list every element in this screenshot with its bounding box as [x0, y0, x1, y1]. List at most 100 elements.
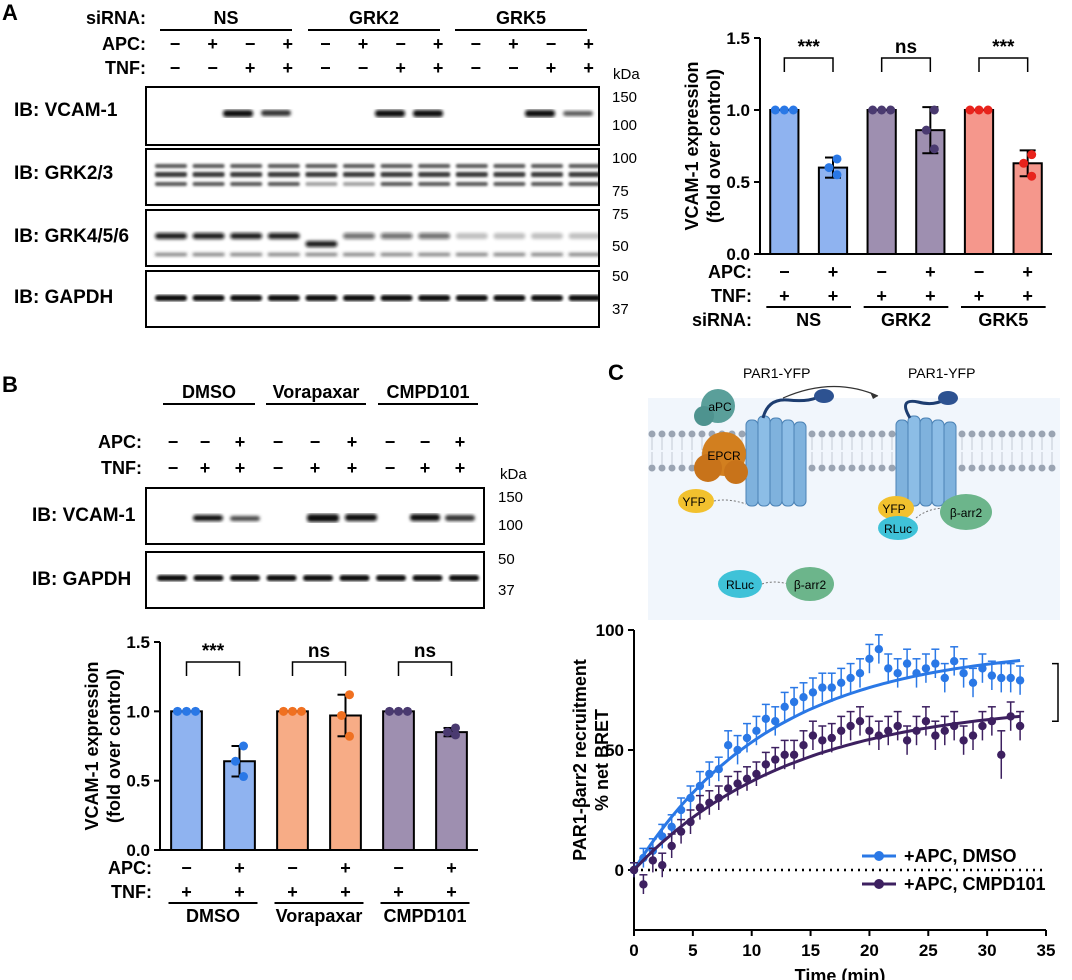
- tnf-sign: +: [974, 286, 985, 306]
- y-tick-label: 1.5: [126, 633, 150, 652]
- legend-label: +APC, DMSO: [904, 846, 1017, 866]
- bar: [382, 710, 415, 852]
- blot-grk456-a: [145, 209, 600, 267]
- blot-gapdh-b: [145, 551, 485, 609]
- apc-sign: −: [181, 858, 192, 878]
- data-point: [865, 726, 874, 735]
- a-tnf-sign-8: −: [470, 58, 482, 78]
- tnf-sign: +: [925, 286, 936, 306]
- data-point: [705, 769, 714, 779]
- data-point: [997, 673, 1006, 683]
- group-label: CMPD101: [383, 906, 466, 926]
- sirna-row-label: siRNA:: [85, 8, 146, 28]
- par1-receptor-left: [745, 389, 834, 507]
- apc-sign: −: [393, 858, 404, 878]
- data-point: [877, 105, 887, 115]
- data-point: [940, 726, 949, 735]
- blot-vcam1-b-bands: [193, 514, 475, 522]
- bret-diagram: aPC EPCR YFP PAR1-YFP RLuc β-arr2 PAR1-Y…: [648, 358, 1060, 620]
- data-point: [1015, 721, 1025, 731]
- blot-label-vcam1-b: IB: VCAM-1: [32, 505, 136, 526]
- significance-bracket: [783, 57, 834, 72]
- y-axis-label: VCAM-1 expression: [682, 61, 702, 230]
- data-point: [658, 832, 667, 841]
- data-point: [742, 774, 752, 783]
- data-point: [345, 731, 354, 741]
- tnf-sign: +: [393, 882, 404, 902]
- data-point: [884, 726, 893, 735]
- mw-37-a4: 37: [612, 301, 629, 318]
- chart-c-kinetics: 0 50 100 0 5 10 15 20 25 30 35 Time (min) PAR1-βarr2…: [570, 621, 1070, 980]
- data-point: [723, 741, 733, 750]
- yfp-right: YFP: [878, 496, 914, 520]
- data-point: [968, 678, 978, 687]
- data-point: [949, 721, 959, 731]
- tnf-sign: +: [876, 286, 887, 306]
- mw-100-b1: 100: [498, 517, 524, 534]
- tnf-sign: +: [779, 286, 790, 306]
- y-tick-label: 1.0: [126, 702, 150, 721]
- y-tick-label: 0.0: [726, 245, 750, 264]
- data-point: [771, 717, 780, 726]
- data-point: [893, 669, 902, 678]
- a-tnf-sign-0: −: [169, 58, 181, 78]
- data-point: [868, 105, 878, 115]
- data-point: [965, 105, 975, 115]
- data-point: [836, 678, 846, 687]
- y-tick-label: 1.0: [726, 101, 750, 120]
- mw-100-a1: 100: [612, 117, 638, 134]
- data-point: [443, 727, 452, 737]
- data-point: [723, 784, 733, 793]
- significance-label: ns: [308, 641, 330, 662]
- y-axis-label: VCAM-1 expression: [82, 661, 102, 830]
- blot-grk23-a-bands: [155, 164, 598, 186]
- tnf-sign: +: [234, 882, 245, 902]
- data-point: [629, 865, 639, 875]
- data-point: [1006, 673, 1015, 683]
- mw-50-a4: 50: [612, 268, 629, 285]
- significance-bracket: [1052, 662, 1059, 722]
- data-point: [297, 706, 306, 716]
- data-point: [385, 706, 394, 716]
- apc-sign: −: [876, 262, 887, 282]
- data-point: [337, 710, 346, 720]
- x-tick-label: 0: [629, 941, 638, 960]
- a-apc-sign-4: −: [320, 34, 331, 54]
- apc-sign: −: [779, 262, 790, 282]
- data-point: [676, 805, 686, 815]
- y-axis-label: PAR1-βarr2 recruitment: [570, 659, 590, 861]
- fit-curve: [632, 659, 1021, 871]
- significance-label: ***: [202, 641, 225, 662]
- significance-label: ***: [992, 37, 1015, 58]
- a-apc-sign-6: −: [395, 34, 406, 54]
- group-label: NS: [796, 310, 821, 330]
- barr2-left: β-arr2: [786, 567, 834, 601]
- tnf-sign: +: [446, 882, 457, 902]
- blot-label-gapdh-b: IB: GAPDH: [32, 569, 132, 590]
- data-point: [686, 793, 695, 803]
- par1-receptor-right: [895, 391, 958, 507]
- apc-sign: +: [1022, 262, 1033, 282]
- blot-vcam1-b: [145, 487, 485, 545]
- data-point: [733, 745, 742, 755]
- data-point: [1006, 712, 1015, 721]
- a-tnf-sign-1: −: [207, 58, 218, 78]
- bar: [963, 109, 995, 255]
- data-point: [974, 105, 984, 115]
- data-point: [818, 736, 827, 745]
- b-apc-sign-4: −: [309, 432, 321, 452]
- data-point: [987, 717, 997, 726]
- apc-row-label: APC:: [708, 262, 752, 282]
- data-point: [695, 781, 705, 791]
- blot-gapdh-a: [145, 270, 600, 328]
- data-point: [978, 664, 987, 673]
- apc-text: aPC: [708, 400, 732, 414]
- y-axis-label: (fold over control): [104, 669, 124, 823]
- data-point: [686, 817, 695, 827]
- data-point: [886, 105, 896, 115]
- group-grk5: GRK5: [455, 8, 587, 31]
- mw-37-b2: 37: [498, 582, 515, 599]
- kda-label-b: kDa: [500, 466, 527, 483]
- yfp-left-text: YFP: [682, 495, 705, 509]
- rluc-left: RLuc: [718, 570, 789, 598]
